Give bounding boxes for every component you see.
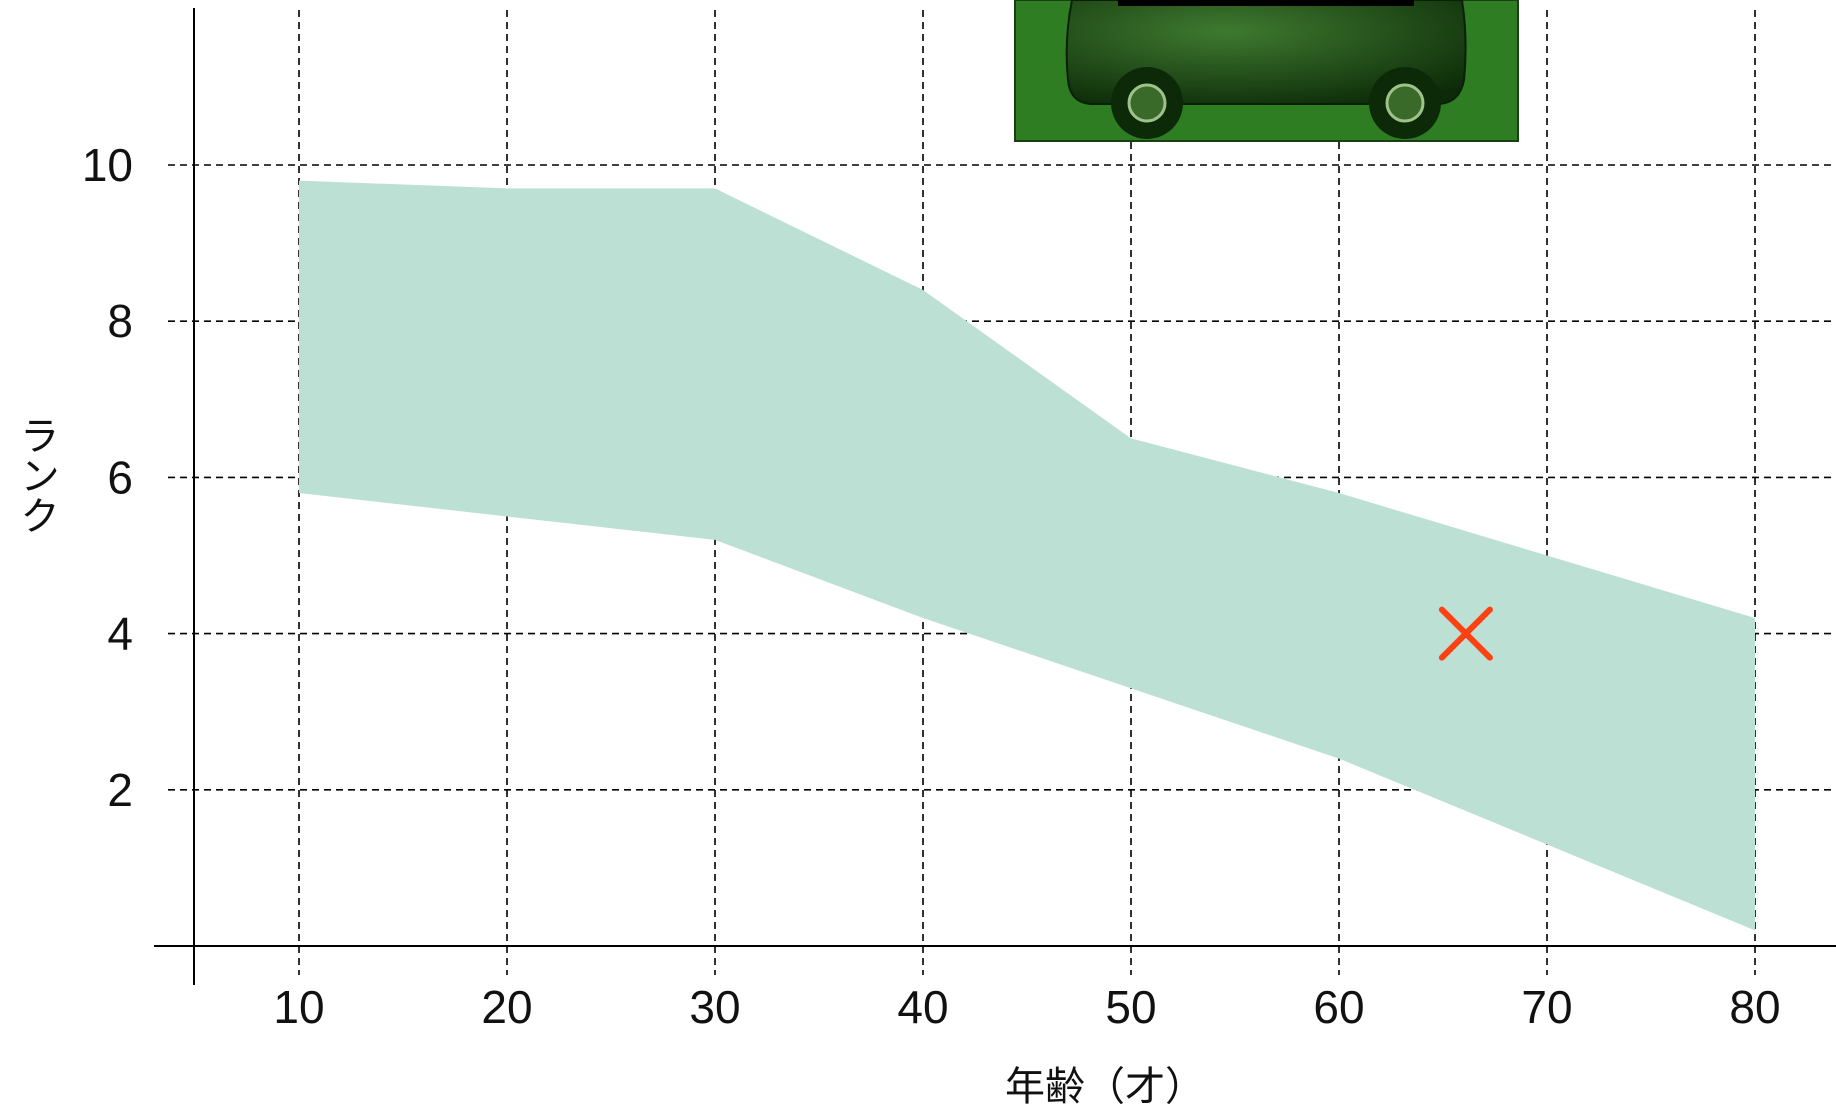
y-tick-label-4: 4 [107, 608, 133, 660]
marker-layer [1438, 606, 1493, 661]
x-axis-title: 年齢（才） [1005, 1064, 1205, 1109]
car-icon [1014, 0, 1519, 142]
x-tick-label-20: 20 [481, 981, 532, 1033]
range-band [299, 180, 1755, 931]
x-tick-label-80: 80 [1729, 981, 1780, 1033]
y-tick-label-8: 8 [107, 295, 133, 347]
x-tick-label-10: 10 [273, 981, 324, 1033]
x-tick-label-60: 60 [1313, 981, 1364, 1033]
y-tick-label-10: 10 [82, 139, 133, 191]
tick-labels: 10 20 30 40 50 60 70 80 2 4 6 8 10 [82, 139, 1781, 1033]
marker-x [1438, 606, 1493, 661]
axes [154, 8, 1836, 985]
range-band-layer [299, 180, 1755, 931]
y-axis-title: ランク [13, 415, 59, 535]
y-tick-label-6: 6 [107, 451, 133, 503]
y-tick-label-2: 2 [107, 764, 133, 816]
x-tick-label-40: 40 [897, 981, 948, 1033]
x-tick-label-50: 50 [1105, 981, 1156, 1033]
x-tick-label-70: 70 [1521, 981, 1572, 1033]
x-tick-label-30: 30 [689, 981, 740, 1033]
